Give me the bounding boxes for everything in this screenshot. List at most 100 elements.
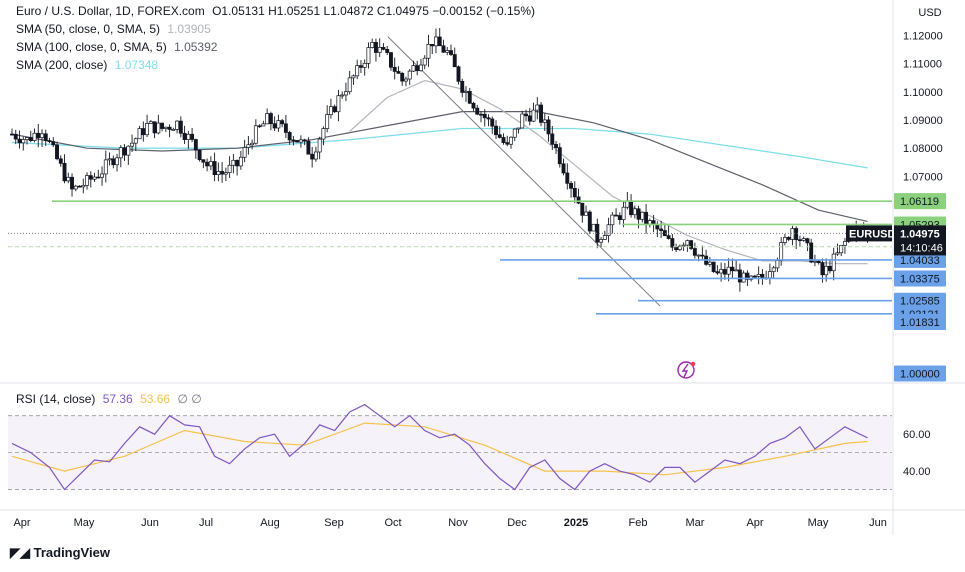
candle-body xyxy=(475,107,480,115)
x-tick-label: Apr xyxy=(13,517,30,529)
candle-body xyxy=(10,133,14,136)
candle-body xyxy=(389,52,393,68)
rsi-value: 57.36 xyxy=(102,392,133,406)
candle-body xyxy=(133,138,138,144)
candle-body xyxy=(385,49,390,53)
candle-body xyxy=(535,104,540,111)
legend-sma50[interactable]: SMA (50, close, 0, SMA, 5) 1.03905 xyxy=(16,22,215,36)
candle-body xyxy=(719,269,724,274)
x-tick-label: Feb xyxy=(629,517,648,529)
candle-body xyxy=(430,44,435,47)
candle-body xyxy=(752,275,757,278)
candle-body xyxy=(827,265,832,272)
candle-body xyxy=(13,133,18,140)
candle-body xyxy=(809,242,814,263)
candle-body xyxy=(460,80,465,93)
candle-body xyxy=(152,121,157,134)
legend-sma100[interactable]: SMA (100, close, 0, SMA, 5) 1.05392 xyxy=(16,40,221,54)
candle-body xyxy=(490,118,495,127)
candle-body xyxy=(539,104,543,123)
candle-body xyxy=(584,211,589,216)
legend-rsi[interactable]: RSI (14, close) 57.36 53.66 ∅ ∅ xyxy=(16,392,206,406)
level-tag xyxy=(894,270,946,287)
candle-body xyxy=(824,265,829,276)
candle-body xyxy=(362,62,367,68)
candle-body xyxy=(336,95,341,113)
ohlc-values: O1.05131 H1.05251 L1.04872 C1.04975 −0.0… xyxy=(212,4,535,18)
sma50-label: SMA (50, close, 0, SMA, 5) xyxy=(16,22,161,36)
candle-body xyxy=(464,91,468,93)
notification-dot xyxy=(690,361,696,367)
price-tick-label: 1.10000 xyxy=(903,87,943,99)
rsi-tick-label: 40.00 xyxy=(903,466,931,478)
candle-body xyxy=(486,117,491,120)
candle-body xyxy=(775,260,780,269)
level-tag-label: 1.04033 xyxy=(900,255,940,267)
tradingview-logo[interactable]: ◤◢ TradingView xyxy=(10,545,110,561)
candle-body xyxy=(298,139,303,143)
price-tick-label: 1.11000 xyxy=(903,59,942,71)
candle-body xyxy=(355,65,360,77)
candle-body xyxy=(268,113,273,125)
legend-sma200[interactable]: SMA (200, close) 1.07348 xyxy=(16,58,162,72)
candle-body xyxy=(599,239,604,243)
candle-body xyxy=(175,120,180,130)
candle-body xyxy=(92,176,97,180)
candle-body xyxy=(190,133,195,140)
candle-body xyxy=(617,215,622,220)
x-tick-label: May xyxy=(74,517,95,529)
brand-name: TradingView xyxy=(33,545,110,560)
candle-body xyxy=(681,244,686,247)
candle-body xyxy=(479,113,483,116)
candle-body xyxy=(160,122,165,129)
level-tag xyxy=(894,251,946,268)
candle-body xyxy=(205,161,210,167)
level-tag-label: 1.02585 xyxy=(900,296,940,308)
level-tag xyxy=(894,313,946,330)
candle-body xyxy=(77,185,82,188)
candle-body xyxy=(347,77,352,93)
candle-body xyxy=(527,115,532,122)
sma50-line xyxy=(349,79,868,265)
candle-body xyxy=(835,252,840,255)
candle-body xyxy=(55,144,59,160)
legend-symbol: Euro / U.S. Dollar, 1D, FOREX.com O1.051… xyxy=(16,4,539,18)
candle-body xyxy=(812,260,817,263)
candle-body xyxy=(722,269,727,275)
lightning-bolt-icon xyxy=(681,363,689,378)
x-tick-label: Sep xyxy=(324,517,344,529)
candle-body xyxy=(21,139,26,144)
sma200-value: 1.07348 xyxy=(114,58,159,72)
candle-body xyxy=(36,132,41,138)
candle-body xyxy=(516,127,521,130)
candle-body xyxy=(677,245,682,250)
candle-body xyxy=(62,163,67,182)
candle-body xyxy=(212,161,217,176)
tradingview-mark-icon: ◤◢ xyxy=(10,545,34,560)
candle-body xyxy=(572,188,577,198)
candle-body xyxy=(531,109,536,122)
candle-body xyxy=(726,266,731,275)
candle-body xyxy=(358,65,363,68)
x-tick-label: Nov xyxy=(448,517,468,529)
candle-body xyxy=(58,158,63,164)
candle-body xyxy=(137,128,142,140)
rsi-ma-line xyxy=(11,422,868,476)
candle-body xyxy=(449,50,453,55)
candle-body xyxy=(373,42,378,53)
x-tick-label: 2025 xyxy=(564,517,588,529)
x-tick-label: Oct xyxy=(384,517,401,529)
candle-body xyxy=(741,272,746,283)
symbol-tag-label: EURUSD xyxy=(849,228,896,240)
candle-body xyxy=(636,208,641,220)
currency-button[interactable]: USD xyxy=(918,7,942,19)
candle-body xyxy=(659,228,664,231)
candle-body xyxy=(167,126,172,130)
price-tick-label: 1.07000 xyxy=(903,171,943,183)
candle-body xyxy=(805,238,810,244)
candle-body xyxy=(411,65,416,72)
candle-body xyxy=(557,147,562,165)
candle-body xyxy=(730,266,735,272)
candle-body xyxy=(640,211,645,220)
